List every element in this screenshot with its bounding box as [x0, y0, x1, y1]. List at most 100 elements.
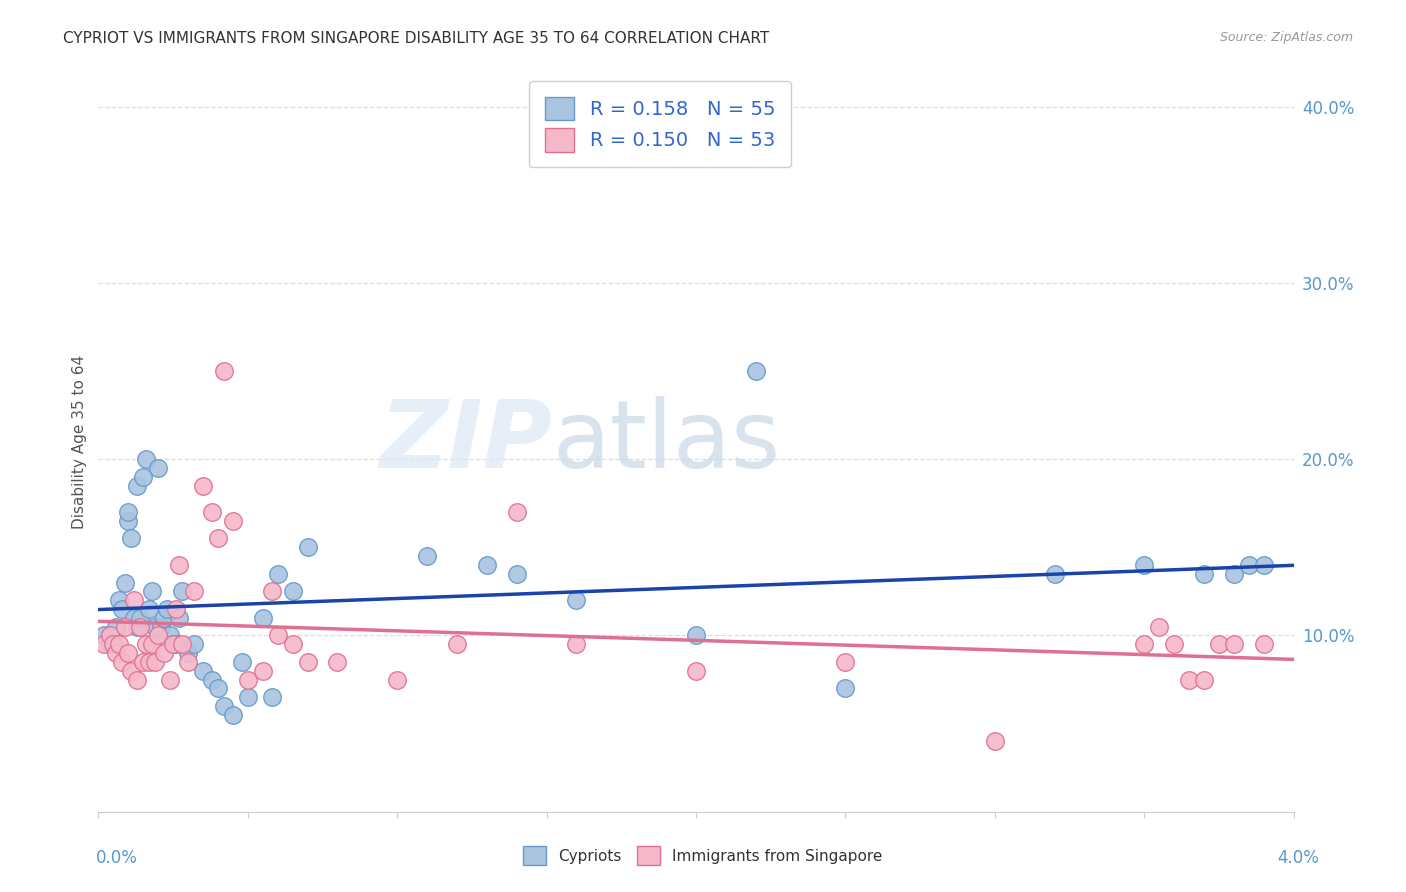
Point	[177, 646, 200, 660]
Point	[111, 655, 134, 669]
Text: CYPRIOT VS IMMIGRANTS FROM SINGAPORE DISABILITY AGE 35 TO 64 CORRELATION CHART: CYPRIOT VS IMMIGRANTS FROM SINGAPORE DIS…	[63, 31, 769, 46]
Text: 0.0%: 0.0%	[96, 849, 138, 867]
Point	[135, 452, 157, 467]
Point	[1192, 566, 1215, 581]
Point	[165, 637, 187, 651]
Point	[326, 655, 349, 669]
Point	[111, 602, 134, 616]
Point	[103, 637, 125, 651]
Point	[1208, 637, 1230, 651]
Point	[129, 611, 152, 625]
Point	[153, 611, 176, 625]
Point	[162, 637, 184, 651]
Text: 4.0%: 4.0%	[1277, 849, 1319, 867]
Point	[1223, 637, 1246, 651]
Point	[132, 655, 155, 669]
Point	[252, 664, 274, 678]
Point	[212, 364, 235, 378]
Point	[159, 628, 181, 642]
Point	[191, 664, 214, 678]
Point	[150, 620, 173, 634]
Point	[297, 541, 319, 555]
Point	[183, 637, 205, 651]
Point	[108, 637, 131, 651]
Point	[236, 690, 259, 705]
Legend: Cypriots, Immigrants from Singapore: Cypriots, Immigrants from Singapore	[517, 840, 889, 871]
Point	[162, 637, 184, 651]
Text: Source: ZipAtlas.com: Source: ZipAtlas.com	[1219, 31, 1353, 45]
Point	[685, 664, 707, 678]
Point	[834, 655, 856, 669]
Point	[212, 698, 235, 713]
Point	[129, 620, 152, 634]
Point	[108, 593, 131, 607]
Point	[148, 628, 170, 642]
Point	[745, 364, 768, 378]
Point	[135, 637, 157, 651]
Point	[231, 655, 253, 669]
Point	[172, 584, 194, 599]
Point	[120, 664, 142, 678]
Point	[267, 628, 290, 642]
Point	[260, 584, 283, 599]
Point	[103, 637, 125, 651]
Point	[1163, 637, 1185, 651]
Point	[138, 602, 160, 616]
Point	[132, 470, 155, 484]
Point	[127, 620, 149, 634]
Point	[1147, 620, 1170, 634]
Point	[177, 655, 200, 669]
Point	[475, 558, 498, 572]
Point	[201, 505, 224, 519]
Point	[120, 532, 142, 546]
Point	[124, 593, 146, 607]
Point	[114, 575, 136, 590]
Point	[1253, 558, 1275, 572]
Point	[685, 628, 707, 642]
Point	[565, 637, 588, 651]
Point	[297, 655, 319, 669]
Point	[281, 584, 304, 599]
Point	[834, 681, 856, 696]
Point	[1178, 673, 1201, 687]
Text: atlas: atlas	[553, 395, 780, 488]
Point	[222, 707, 245, 722]
Point	[506, 505, 529, 519]
Point	[416, 549, 439, 563]
Point	[127, 673, 149, 687]
Point	[156, 602, 179, 616]
Point	[141, 584, 163, 599]
Point	[446, 637, 468, 651]
Point	[143, 655, 166, 669]
Point	[114, 620, 136, 634]
Point	[1133, 637, 1156, 651]
Point	[201, 673, 224, 687]
Point	[1237, 558, 1260, 572]
Point	[183, 584, 205, 599]
Point	[1253, 637, 1275, 651]
Point	[385, 673, 409, 687]
Point	[1192, 673, 1215, 687]
Point	[252, 611, 274, 625]
Point	[267, 566, 290, 581]
Point	[281, 637, 304, 651]
Point	[148, 461, 170, 475]
Point	[506, 566, 529, 581]
Point	[1133, 558, 1156, 572]
Point	[165, 602, 187, 616]
Point	[141, 637, 163, 651]
Legend: R = 0.158   N = 55, R = 0.150   N = 53: R = 0.158 N = 55, R = 0.150 N = 53	[530, 81, 790, 168]
Point	[143, 620, 166, 634]
Point	[984, 734, 1007, 748]
Point	[98, 628, 122, 642]
Text: ZIP: ZIP	[380, 395, 553, 488]
Point	[167, 558, 190, 572]
Point	[222, 514, 245, 528]
Point	[93, 628, 115, 642]
Point	[236, 673, 259, 687]
Point	[153, 646, 176, 660]
Point	[167, 611, 190, 625]
Point	[93, 637, 115, 651]
Point	[138, 655, 160, 669]
Point	[172, 637, 194, 651]
